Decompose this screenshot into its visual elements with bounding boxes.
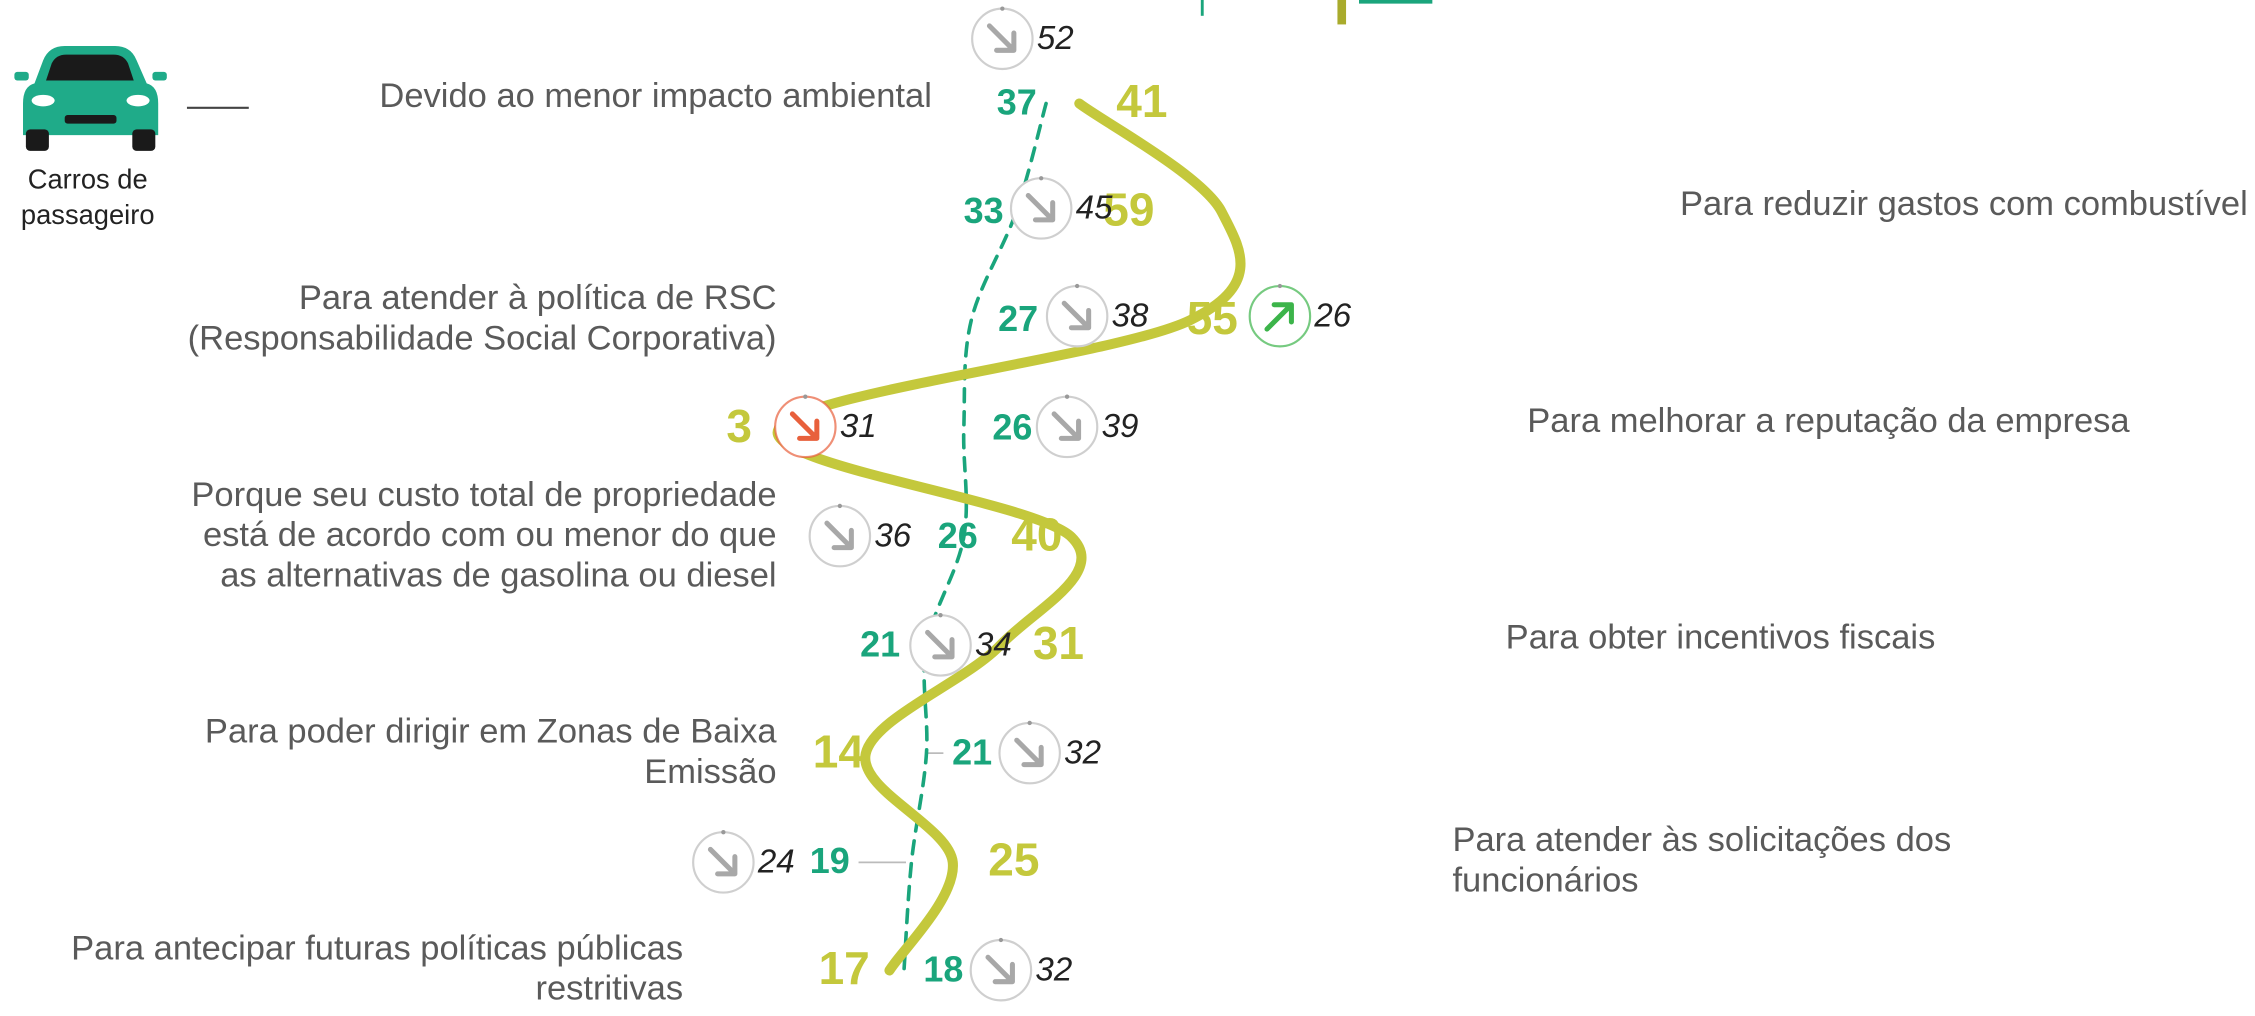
marker-arrow <box>707 846 738 877</box>
primary-value-label: 17 <box>819 942 870 994</box>
marker-arrow <box>1061 300 1092 331</box>
marker-dot <box>1039 176 1044 181</box>
change-marker <box>774 394 837 459</box>
marker-value: 39 <box>1102 408 1139 445</box>
reason-label: Devido ao menor impacto ambiental <box>379 77 931 115</box>
marker-value: 26 <box>1313 297 1351 334</box>
change-marker <box>909 613 972 677</box>
secondary-value-label: 26 <box>992 407 1032 448</box>
marker-value: 31 <box>840 408 877 445</box>
change-marker <box>998 720 1061 785</box>
reason-label: funcionários <box>1452 861 1638 899</box>
marker-arrow <box>789 411 820 441</box>
marker-value: 32 <box>1064 734 1101 771</box>
marker-dot <box>938 613 943 618</box>
secondary-value-label: 19 <box>810 840 850 881</box>
marker-dot <box>721 830 726 835</box>
reason-label: Para reduzir gastos com combustível <box>1680 185 2248 223</box>
reason-label: restritivas <box>535 970 683 1008</box>
change-marker <box>1009 176 1073 240</box>
marker-dot <box>1074 283 1080 289</box>
reason-label: Para poder dirigir em Zonas de Baixa <box>205 713 777 751</box>
marker-arrow <box>985 954 1015 985</box>
reason-label: Para atender às solicitações dos <box>1452 821 1951 859</box>
marker-value: 34 <box>975 627 1012 664</box>
reason-label: Para atender à política de RSC <box>299 279 777 317</box>
segment-label: passageiro <box>21 199 155 230</box>
segment-label: Carros de <box>28 163 148 194</box>
change-marker <box>969 937 1033 1002</box>
reason-label: Para melhorar a reputação da empresa <box>1527 402 2130 440</box>
marker-dot <box>998 937 1004 943</box>
reason-label: está de acordo com ou menor do que <box>203 516 777 554</box>
primary-value-label: 25 <box>988 834 1039 886</box>
primary-value-label: 59 <box>1103 183 1154 235</box>
marker-arrow <box>925 629 955 660</box>
change-marker <box>692 830 755 894</box>
secondary-value-label: 37 <box>997 81 1037 122</box>
marker-arrow <box>1051 411 1082 441</box>
reason-label: Porque seu custo total de propriedade <box>191 476 776 514</box>
change-marker <box>1035 394 1099 459</box>
marker-value: 24 <box>757 844 795 881</box>
marker-value: 45 <box>1076 190 1113 227</box>
primary-curve <box>772 98 1246 976</box>
reason-label: as alternativas de gasolina ou diesel <box>220 556 776 594</box>
secondary-value-label: 21 <box>952 732 992 773</box>
secondary-value-label: 26 <box>938 515 978 556</box>
marker-dot <box>803 394 808 399</box>
marker-value: 36 <box>874 517 911 554</box>
marker-dot <box>1064 394 1070 399</box>
secondary-value-label: 18 <box>923 948 963 989</box>
secondary-value-label: 21 <box>860 623 900 664</box>
primary-value-label: 40 <box>1011 509 1062 561</box>
marker-arrow <box>1264 302 1294 332</box>
secondary-curve <box>902 101 1048 973</box>
primary-value-label: 14 <box>813 725 865 777</box>
secondary-value-label: 33 <box>964 190 1004 231</box>
car-icon <box>14 45 167 151</box>
decoration <box>1337 0 1347 25</box>
marker-value: 32 <box>1035 951 1072 988</box>
marker-dot <box>1277 283 1283 289</box>
reason-label: Para obter incentivos fiscais <box>1506 619 1936 657</box>
marker-value: 38 <box>1112 297 1149 334</box>
primary-value-label: 55 <box>1187 292 1238 344</box>
change-marker <box>1045 283 1109 348</box>
marker-dot <box>837 503 843 509</box>
primary-value-label: 31 <box>1033 617 1084 669</box>
reason-label: Para antecipar futuras políticas pública… <box>71 929 683 967</box>
reason-label: (Responsabilidade Social Corporativa) <box>188 319 777 357</box>
change-marker <box>808 503 872 568</box>
marker-arrow <box>1014 737 1044 768</box>
primary-value-label: 41 <box>1116 75 1167 127</box>
reason-label: Emissão <box>644 753 776 791</box>
marker-arrow <box>1025 192 1056 223</box>
marker-value: 52 <box>1037 20 1074 57</box>
marker-arrow <box>824 520 854 551</box>
primary-value-label: 3 <box>726 400 752 452</box>
secondary-value-label: 27 <box>998 298 1038 339</box>
change-marker <box>971 6 1034 71</box>
marker-dot <box>1027 720 1032 726</box>
marker-dot <box>1000 6 1005 11</box>
marker-arrow <box>986 23 1017 53</box>
change-marker <box>1248 283 1312 348</box>
